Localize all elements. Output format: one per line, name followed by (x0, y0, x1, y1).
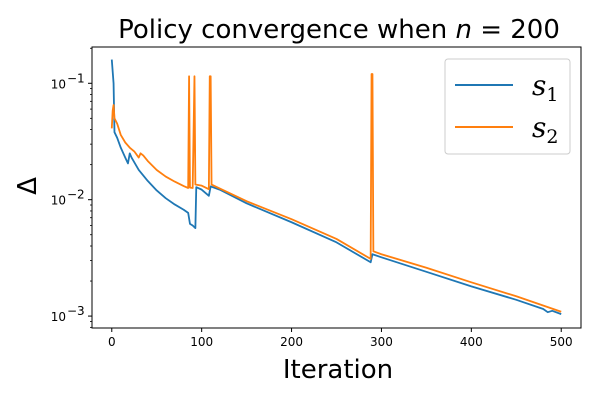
legend-box (444, 58, 571, 155)
y-tick-exponent: −3 (67, 304, 85, 318)
chart-title: Policy convergence when n = 200 (118, 15, 560, 45)
plot-frame (91, 46, 582, 329)
y-tick-label: 10 (51, 77, 66, 91)
y-axis: 10−310−210−1 (51, 47, 92, 328)
x-axis: 0 100 200 300 400 500 (108, 328, 573, 349)
x-axis-label: Iteration (283, 355, 393, 385)
x-tick-label: 300 (370, 335, 393, 349)
series-line-2 (110, 73, 562, 313)
y-axis-label: Δ (13, 177, 43, 195)
plot-area (91, 46, 582, 329)
y-tick-exponent: −2 (67, 188, 85, 202)
x-tick-label: 500 (550, 335, 573, 349)
x-tick-label: 100 (190, 335, 213, 349)
x-tick-label: 400 (460, 335, 483, 349)
y-tick-label: 10 (51, 194, 66, 208)
y-tick-exponent: −1 (67, 71, 85, 85)
y-tick-label: 10 (51, 310, 66, 324)
x-tick-label: 0 (108, 335, 116, 349)
x-tick-label: 200 (280, 335, 303, 349)
legend-label-2: s2 (532, 111, 558, 148)
legend-label-1: s1 (532, 69, 558, 106)
series-line-1 (110, 59, 562, 315)
